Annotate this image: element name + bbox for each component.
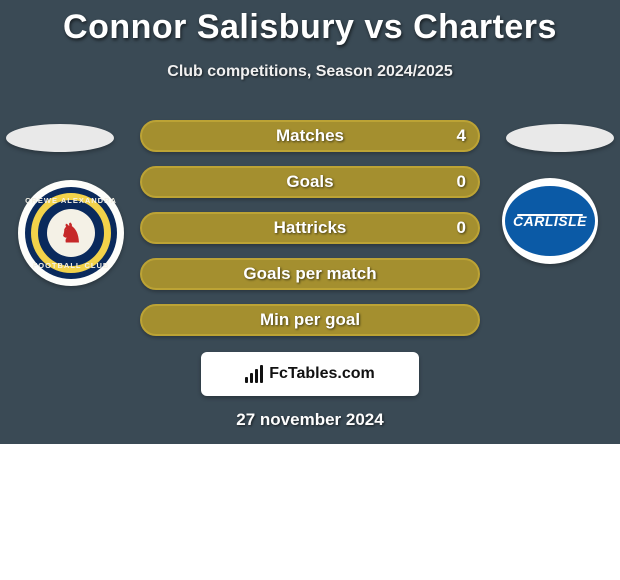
stat-label: Hattricks (274, 218, 347, 238)
crewe-crest-icon: CREWE ALEXANDRA FOOTBALL CLUB ♞ (25, 187, 117, 279)
bottom-whitespace (0, 444, 620, 580)
stat-label: Goals per match (243, 264, 376, 284)
right-team-crest: CARLISLE (502, 178, 598, 264)
right-player-pill (506, 124, 614, 152)
stat-label: Goals (286, 172, 333, 192)
stat-right-value: 4 (457, 126, 466, 146)
stat-label: Matches (276, 126, 344, 146)
left-team-crest: CREWE ALEXANDRA FOOTBALL CLUB ♞ (18, 180, 124, 286)
stat-row-goals-per-match: Goals per match (140, 258, 480, 290)
stat-row-hattricks: Hattricks 0 (140, 212, 480, 244)
stat-row-matches: Matches 4 (140, 120, 480, 152)
comparison-card: Connor Salisbury vs Charters Club compet… (0, 0, 620, 580)
bars-icon (245, 365, 263, 383)
stat-rows: Matches 4 Goals 0 Hattricks 0 Goals per … (140, 120, 480, 336)
crest-text-bottom: FOOTBALL CLUB (33, 261, 110, 270)
crest-text-top: CREWE ALEXANDRA (25, 196, 117, 205)
stat-row-goals: Goals 0 (140, 166, 480, 198)
stat-row-min-per-goal: Min per goal (140, 304, 480, 336)
left-player-pill (6, 124, 114, 152)
stat-right-value: 0 (457, 218, 466, 238)
page-title: Connor Salisbury vs Charters (0, 0, 620, 47)
brand-text: FcTables.com (269, 365, 375, 383)
generated-date: 27 november 2024 (0, 410, 620, 430)
stat-right-value: 0 (457, 172, 466, 192)
page-subtitle: Club competitions, Season 2024/2025 (0, 63, 620, 81)
stat-label: Min per goal (260, 310, 360, 330)
carlisle-crest-icon: CARLISLE (505, 186, 595, 256)
crest-label: CARLISLE (513, 213, 587, 229)
brand-badge: FcTables.com (201, 352, 419, 396)
